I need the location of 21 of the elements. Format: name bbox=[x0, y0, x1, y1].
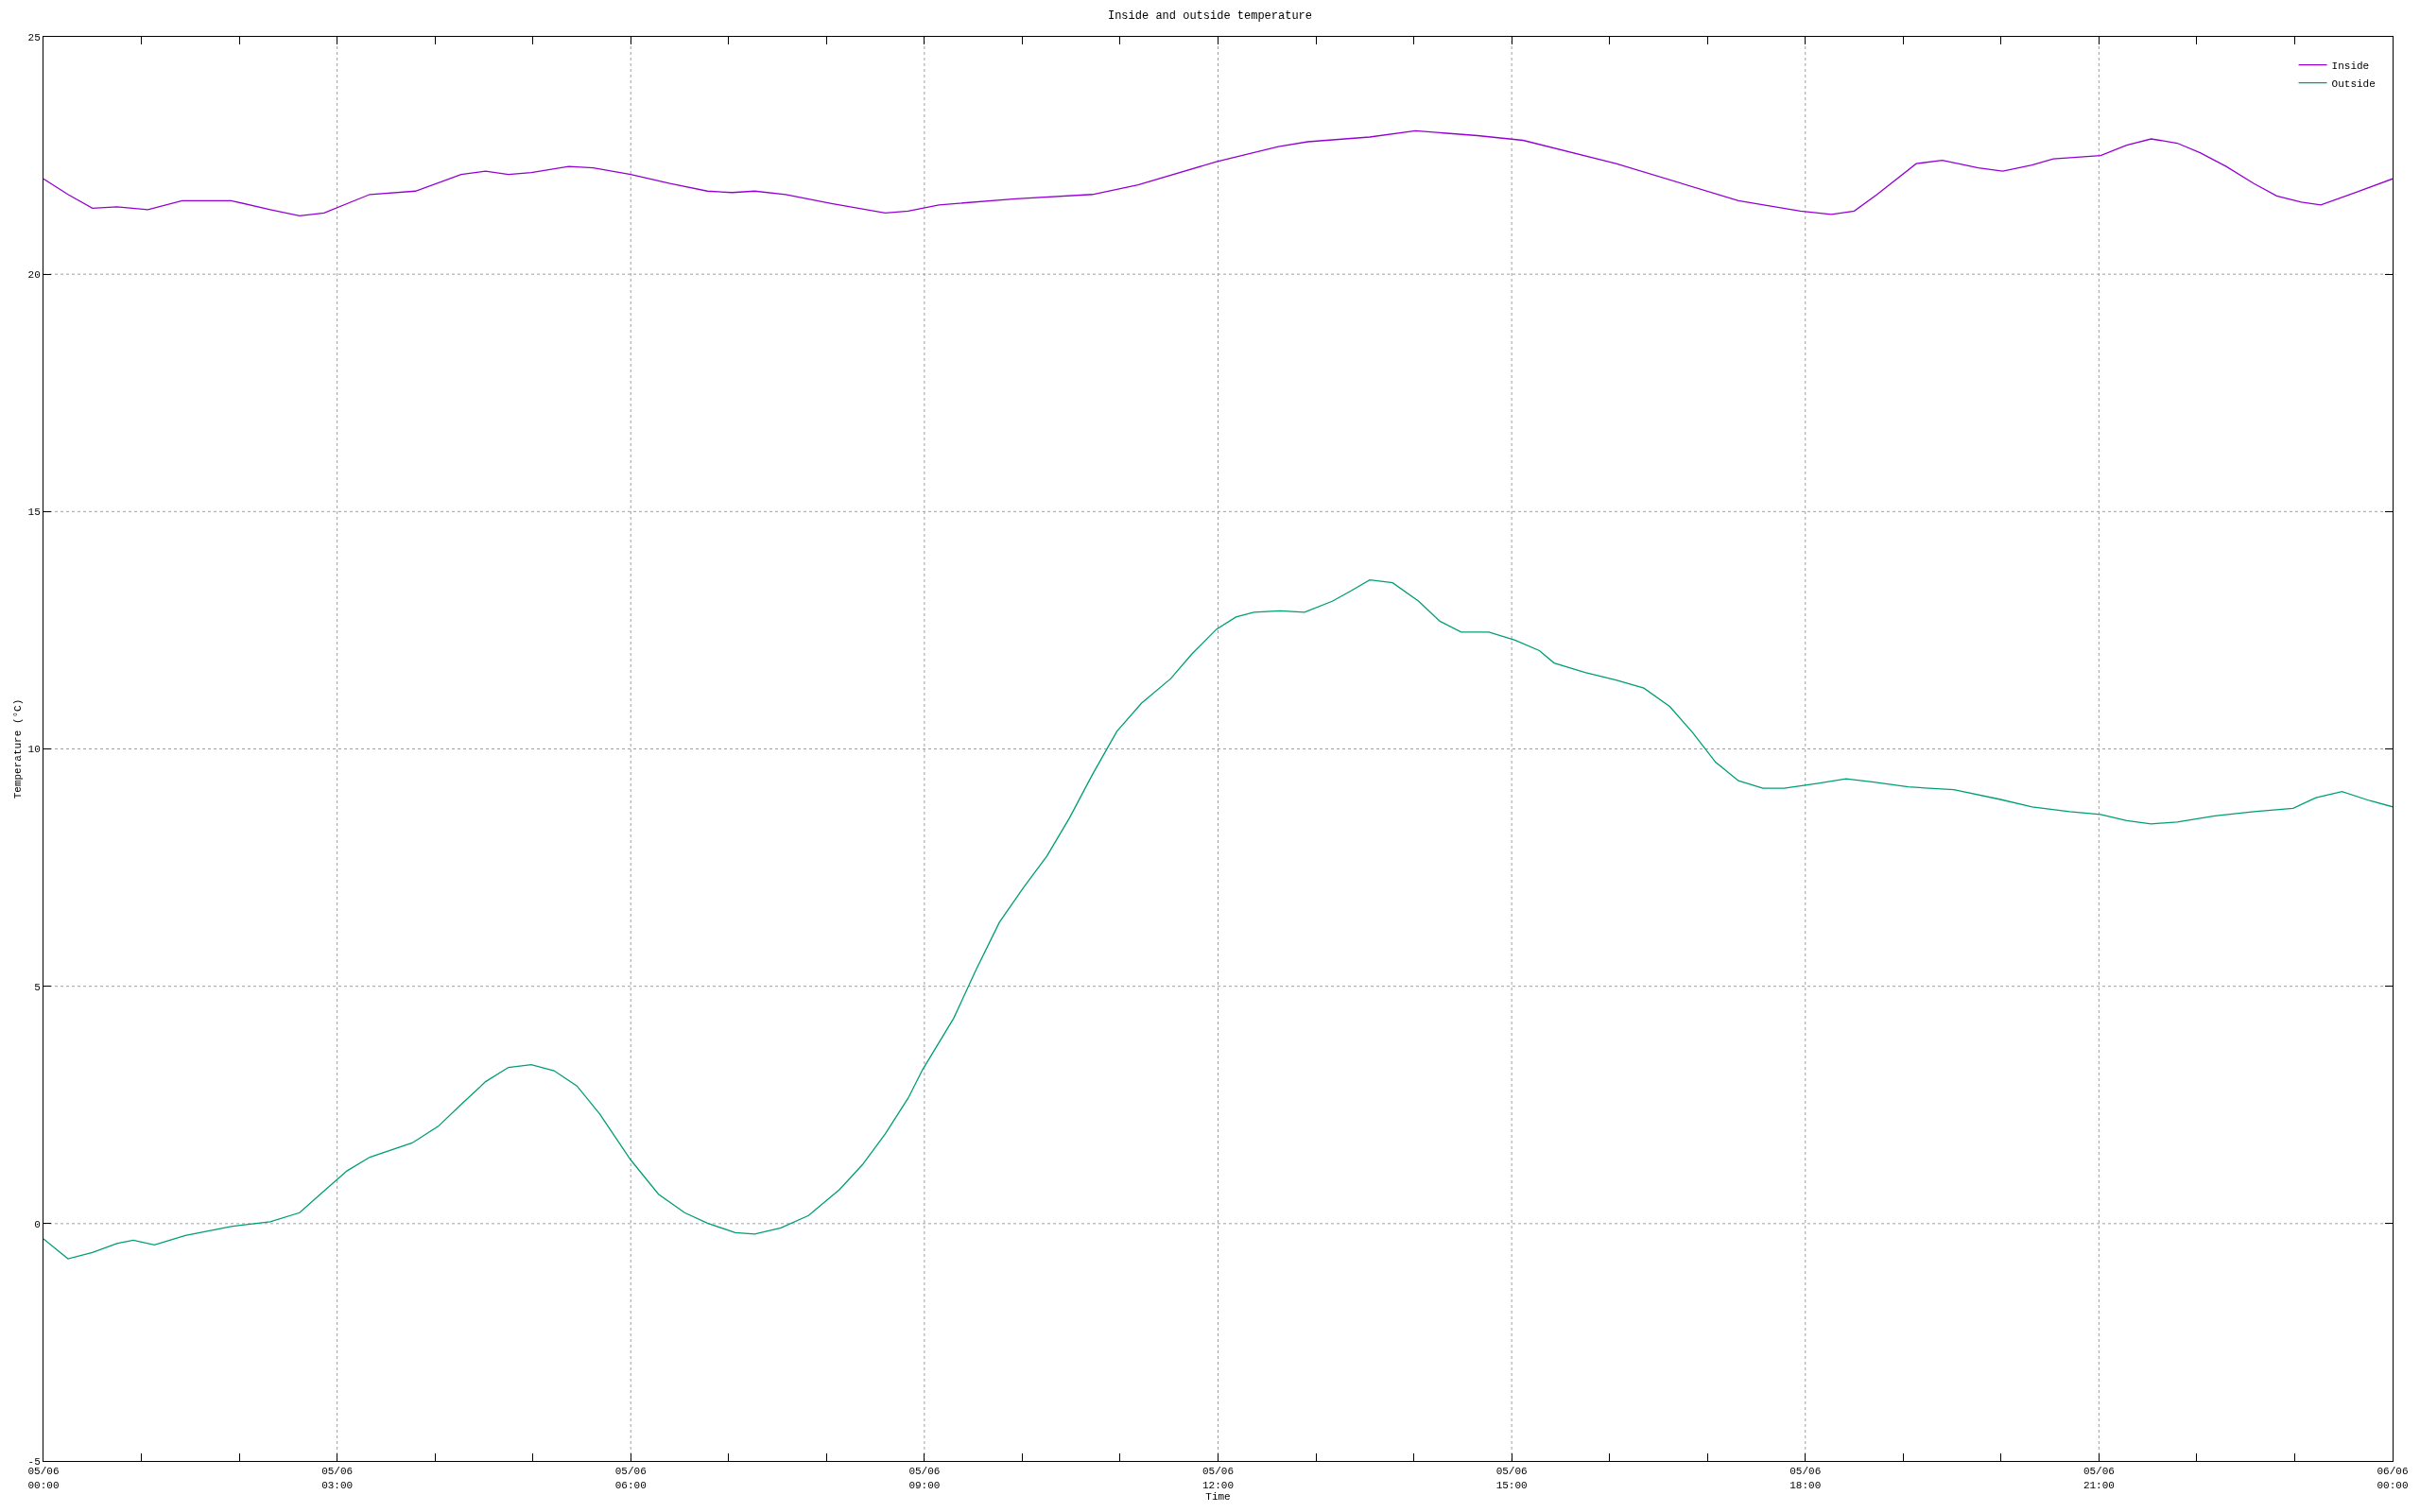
legend-label: Outside bbox=[2331, 77, 2376, 90]
x-tick-label: 05/06 06:00 bbox=[614, 1466, 647, 1491]
y-tick-label: 20 bbox=[27, 269, 41, 282]
x-tick-label: 05/06 09:00 bbox=[908, 1466, 941, 1491]
y-tick-label: 10 bbox=[27, 744, 41, 756]
x-tick-label: 05/06 00:00 bbox=[27, 1466, 60, 1491]
x-tick-label: 05/06 21:00 bbox=[2083, 1466, 2115, 1491]
x-tick-label: 05/06 15:00 bbox=[1495, 1466, 1528, 1491]
y-tick-label: 0 bbox=[34, 1218, 41, 1230]
x-tick-label: 05/06 03:00 bbox=[321, 1466, 354, 1491]
y-tick-label: -5 bbox=[27, 1455, 41, 1468]
y-tick-label: 15 bbox=[27, 507, 41, 519]
x-tick-label: 05/06 18:00 bbox=[1789, 1466, 1822, 1491]
y-axis-title: Temperature (°C) bbox=[12, 698, 25, 799]
legend-label: Inside bbox=[2331, 60, 2370, 72]
x-tick-label: 06/06 00:00 bbox=[2377, 1466, 2409, 1491]
y-tick-label: 25 bbox=[27, 31, 41, 43]
chart-title: Inside and outside temperature bbox=[1107, 9, 1313, 23]
y-tick-label: 5 bbox=[34, 981, 41, 993]
x-tick-label: 05/06 12:00 bbox=[1201, 1466, 1235, 1491]
x-axis-title: Time bbox=[1205, 1490, 1231, 1503]
